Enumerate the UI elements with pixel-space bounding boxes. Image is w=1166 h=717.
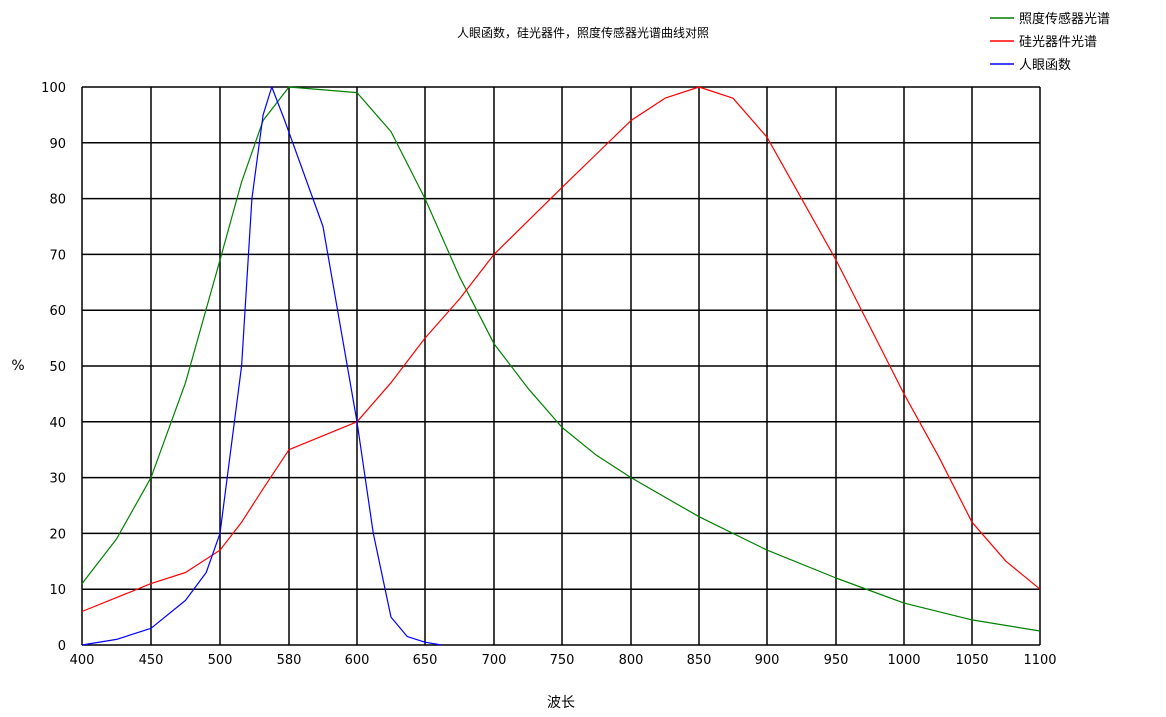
y-tick-label: 20 [49,527,66,542]
x-tick-label: 950 [824,653,849,668]
x-tick-label: 400 [70,653,95,668]
chart-title: 人眼函数，硅光器件，照度传感器光谱曲线对照 [457,25,709,40]
y-tick-label: 90 [49,137,66,152]
y-tick-label: 80 [49,193,66,208]
y-tick-label: 10 [49,583,66,598]
series-line [81,86,1041,613]
y-tick-label: 50 [49,360,66,375]
x-tick-label: 450 [139,653,164,668]
grid [81,86,1041,646]
y-tick-label: 100 [41,81,66,96]
legend-label: 人眼函数 [1019,58,1071,73]
x-tick-label: 800 [619,653,644,668]
x-tick-label: 1100 [1023,653,1056,668]
y-axis-label: % [11,358,24,374]
y-tick-label: 0 [58,639,66,654]
x-tick-label: 500 [208,653,233,668]
x-tick-label: 580 [277,653,302,668]
y-tick-label: 70 [49,248,66,263]
y-tick-label: 30 [49,472,66,487]
x-tick-label: 700 [482,653,507,668]
x-tick-label: 1050 [955,653,988,668]
x-tick-label: 1000 [887,653,920,668]
x-tick-label: 900 [755,653,780,668]
x-axis-label: 波长 [547,695,575,711]
x-tick-label: 750 [550,653,575,668]
legend-label: 照度传感器光谱 [1019,11,1110,27]
x-tick-label: 850 [687,653,712,668]
series-lines [81,86,1041,646]
series-line [81,86,442,646]
tick-labels: 400 450 500 580 600 650 700 750 800 850 900 950 1000… [41,81,1056,668]
x-tick-label: 600 [345,653,370,668]
y-tick-label: 60 [49,304,66,319]
y-tick-label: 40 [49,416,66,431]
x-tick-label: 650 [413,653,438,668]
legend-label: 硅光器件光谱 [1019,35,1097,50]
series-line [81,86,1041,632]
